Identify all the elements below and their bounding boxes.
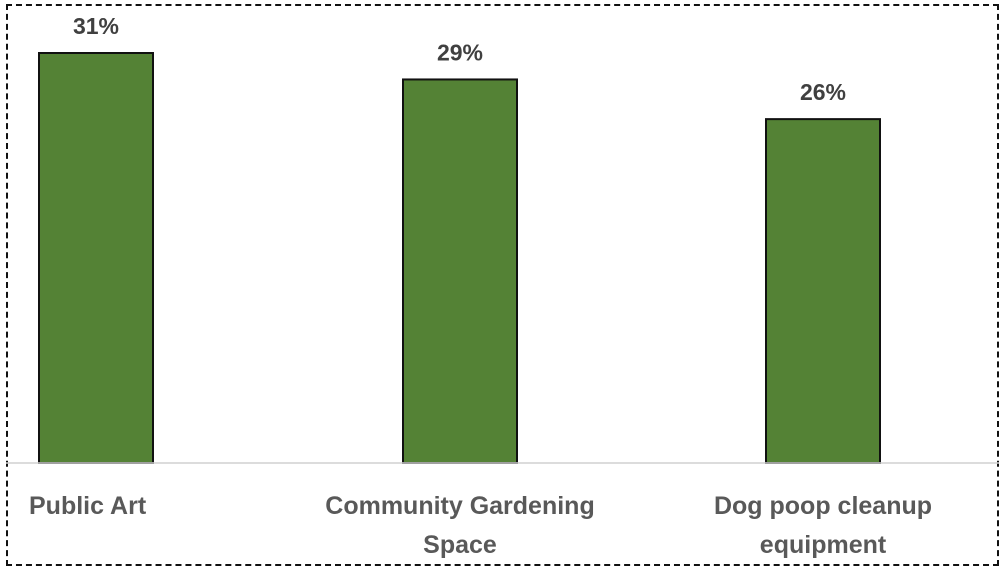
bar-3 bbox=[765, 118, 881, 465]
data-label-1: 31% bbox=[73, 13, 119, 39]
category-label-line: Dog poop cleanup bbox=[714, 492, 932, 520]
category-label-3: Dog poop cleanup equipment bbox=[714, 492, 932, 559]
chart-frame bbox=[6, 4, 999, 566]
data-label-3: 26% bbox=[800, 79, 846, 105]
category-label-line: Community Gardening bbox=[325, 492, 594, 520]
bar-2 bbox=[402, 78, 518, 465]
category-label-1: Public Art bbox=[29, 492, 147, 520]
bar-1 bbox=[38, 52, 154, 464]
bars-group bbox=[38, 52, 881, 465]
category-label-line: Space bbox=[423, 531, 497, 559]
category-label-2: Community Gardening Space bbox=[325, 492, 594, 559]
category-label-line: equipment bbox=[760, 531, 887, 559]
category-labels-group: Public Art Community Gardening Space Dog po… bbox=[29, 492, 932, 559]
data-label-2: 29% bbox=[437, 39, 483, 65]
category-label-line: Public Art bbox=[29, 492, 147, 520]
data-labels-group: 31% 29% 26% bbox=[73, 13, 846, 105]
